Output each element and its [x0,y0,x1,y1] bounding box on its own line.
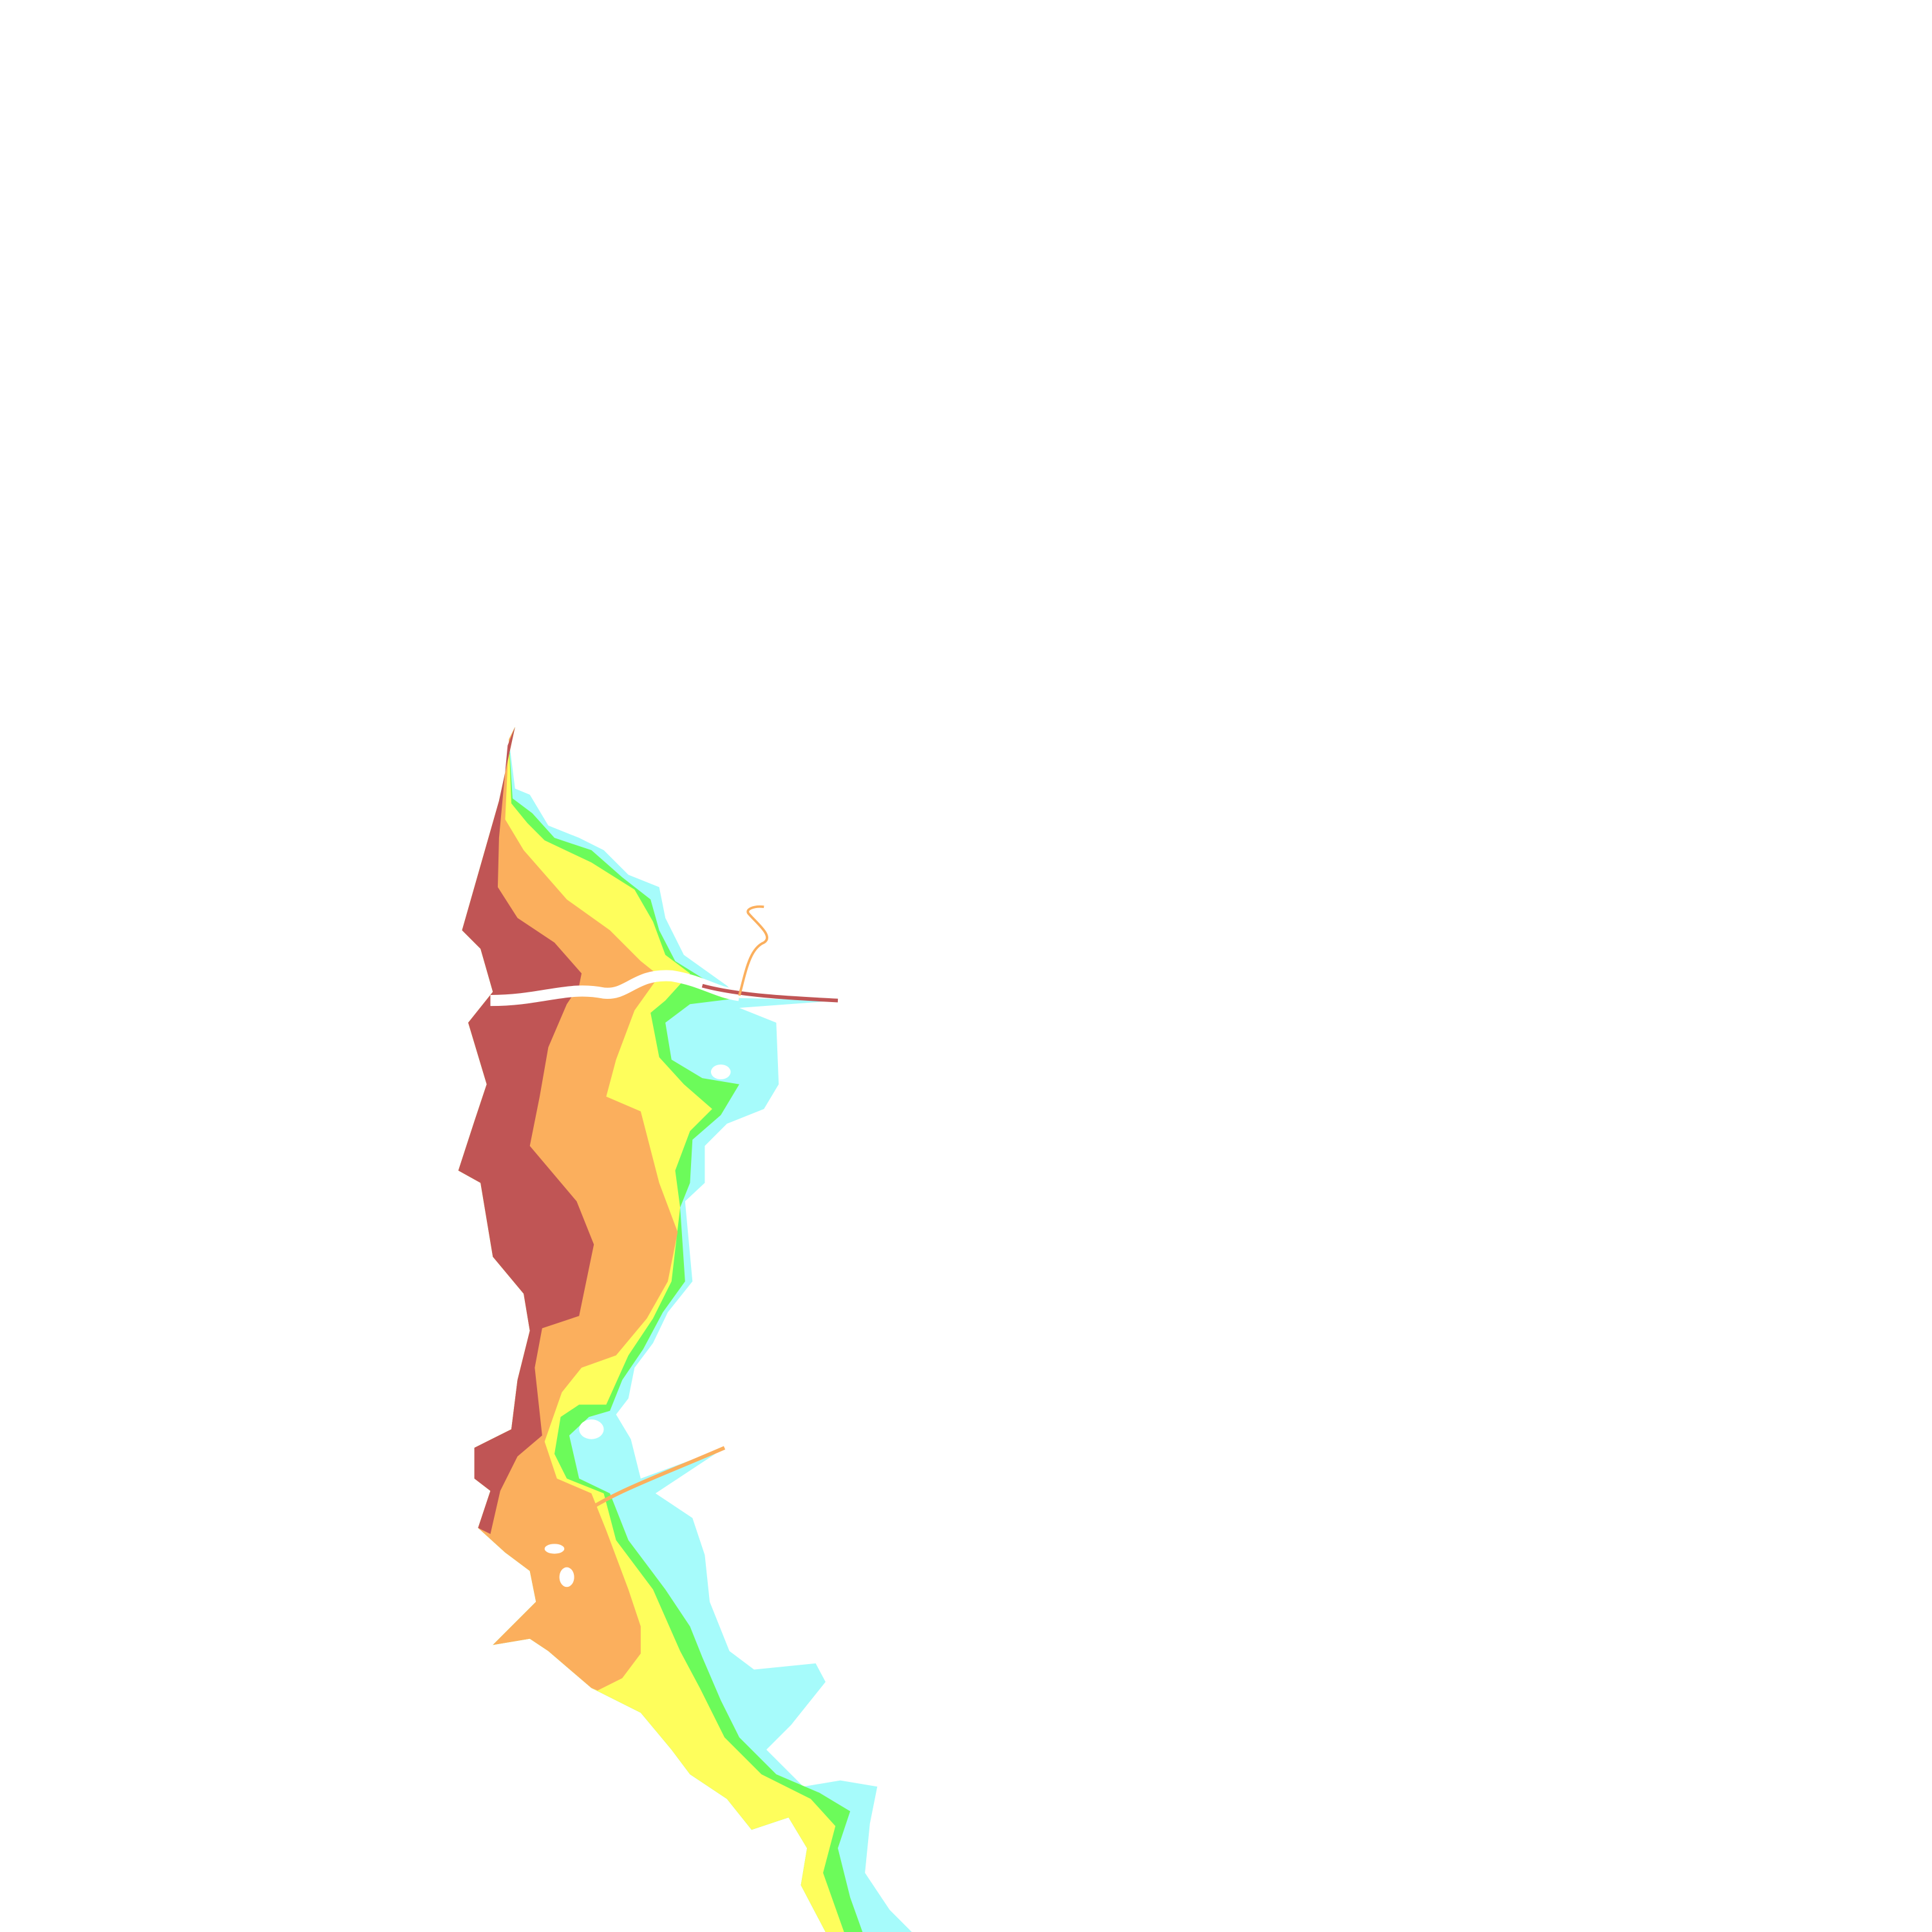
south-inlet [578,1446,726,1517]
lake [579,1419,604,1439]
lake [544,1544,565,1554]
lake [710,1065,731,1080]
river-estuary [701,983,838,1003]
tributary-stream [738,905,768,996]
zone-red-area [458,726,594,1535]
lake [559,1567,574,1587]
